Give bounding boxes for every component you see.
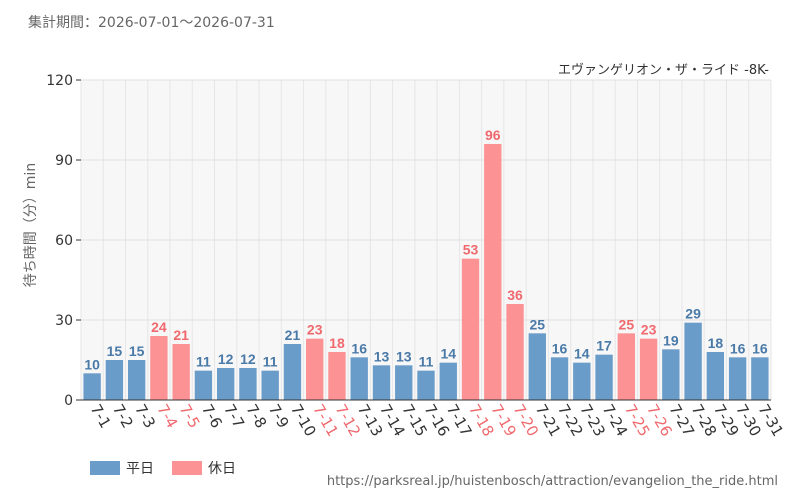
bar-7-30 (728, 357, 747, 400)
bar-7-20 (506, 304, 524, 400)
x-tick-label: 7-9 (265, 401, 293, 431)
legend: 平日 休日 (90, 458, 236, 478)
bar-value-label: 19 (663, 332, 679, 348)
x-tick-label: 7-8 (242, 401, 270, 431)
bar-7-8 (239, 368, 257, 400)
x-tick-label: 7-6 (198, 401, 226, 431)
bar-value-label: 24 (151, 319, 167, 335)
bar-value-label: 29 (685, 306, 701, 322)
bar-value-label: 17 (596, 338, 612, 354)
bar-7-4 (150, 336, 168, 400)
bar-7-23 (573, 362, 591, 400)
bar-7-15 (395, 365, 413, 400)
y-tick-label: 60 (55, 233, 73, 249)
bar-value-label: 11 (419, 354, 434, 370)
bar-value-label: 53 (463, 242, 479, 258)
bar-value-label: 18 (708, 335, 724, 351)
bar-value-label: 21 (285, 327, 301, 343)
bar-value-label: 12 (240, 351, 256, 367)
bar-value-label: 13 (396, 348, 412, 364)
bar-7-19 (484, 144, 502, 400)
bar-value-label: 11 (263, 354, 278, 370)
bar-7-31 (751, 357, 769, 400)
x-tick-label: 7-3 (131, 401, 159, 431)
bar-value-label: 15 (107, 343, 123, 359)
bar-value-label: 14 (574, 346, 590, 362)
bar-7-5 (172, 344, 190, 400)
bar-7-25 (617, 333, 636, 400)
bar-7-12 (328, 352, 346, 400)
bar-value-label: 23 (307, 322, 323, 338)
bar-value-label: 25 (619, 316, 635, 332)
x-tick-label: 7-1 (87, 401, 115, 431)
bar-value-label: 16 (552, 340, 568, 356)
legend-swatch-holiday (172, 461, 202, 475)
bar-7-16 (417, 370, 435, 400)
bar-7-28 (684, 322, 702, 400)
bar-7-21 (528, 333, 546, 400)
bar-7-6 (194, 370, 213, 400)
bar-7-1 (83, 373, 101, 400)
x-tick-label: 7-4 (153, 401, 181, 431)
bar-value-label: 96 (485, 127, 501, 143)
y-tick-label: 0 (64, 393, 73, 409)
bar-value-label: 36 (507, 287, 523, 303)
bar-value-label: 13 (374, 348, 390, 364)
bar-value-label: 25 (530, 316, 546, 332)
x-tick-label: 7-2 (109, 401, 137, 431)
bar-7-29 (706, 352, 725, 400)
legend-label-weekday: 平日 (126, 461, 154, 477)
bar-7-7 (216, 368, 235, 400)
bar-7-26 (639, 338, 658, 400)
y-axis-ticks: 0 30 60 90 120 (46, 73, 81, 409)
source-url-link[interactable]: https://parksreal.jp/huistenbosch/attrac… (326, 474, 778, 489)
y-tick-label: 120 (46, 73, 73, 89)
period-text: 集計期間：2026-07-01～2026-07-31 (28, 15, 275, 31)
bar-value-label: 14 (440, 346, 456, 362)
legend-item-holiday: 休日 (172, 458, 236, 478)
x-tick-label: 7-5 (176, 401, 204, 431)
bar-7-2 (105, 360, 124, 400)
bar-value-label: 21 (173, 327, 189, 343)
bar-value-label: 12 (218, 351, 234, 367)
bar-value-label: 15 (129, 343, 145, 359)
bar-7-13 (350, 357, 368, 400)
bar-value-label: 23 (641, 322, 657, 338)
bar-value-label: 18 (329, 335, 345, 351)
x-tick-label: 7-7 (220, 401, 248, 431)
x-axis-ticks: 7-17-27-37-47-57-67-77-87-97-107-117-127… (87, 401, 787, 439)
bar-7-9 (261, 370, 279, 400)
bar-value-label: 16 (730, 340, 746, 356)
bar-7-10 (283, 344, 302, 400)
bar-7-3 (127, 360, 146, 400)
y-axis-label: 待ち時間（分）min (23, 163, 39, 287)
y-tick-label: 90 (55, 153, 73, 169)
bar-value-label: 16 (752, 340, 768, 356)
legend-swatch-weekday (90, 461, 120, 475)
bar-value-label: 16 (351, 340, 367, 356)
bar-7-27 (662, 349, 680, 400)
bar-value-label: 10 (84, 356, 100, 372)
bar-7-22 (550, 357, 569, 400)
bar-value-labels: 10 15 15 24 21 11 12 12 11 21 23 18 16 13 13 11 14 53 96 36… (84, 127, 768, 372)
bar-value-label: 11 (196, 354, 211, 370)
legend-label-holiday: 休日 (208, 461, 236, 477)
bar-7-18 (461, 258, 480, 400)
bars-group (83, 144, 769, 400)
chart-title: エヴァンゲリオン・ザ・ライド -8K- (558, 62, 769, 78)
bar-7-14 (372, 365, 391, 400)
bar-7-17 (439, 362, 457, 400)
bar-7-11 (306, 338, 324, 400)
y-tick-label: 30 (55, 313, 73, 329)
legend-item-weekday: 平日 (90, 458, 154, 478)
bar-7-24 (595, 354, 613, 400)
